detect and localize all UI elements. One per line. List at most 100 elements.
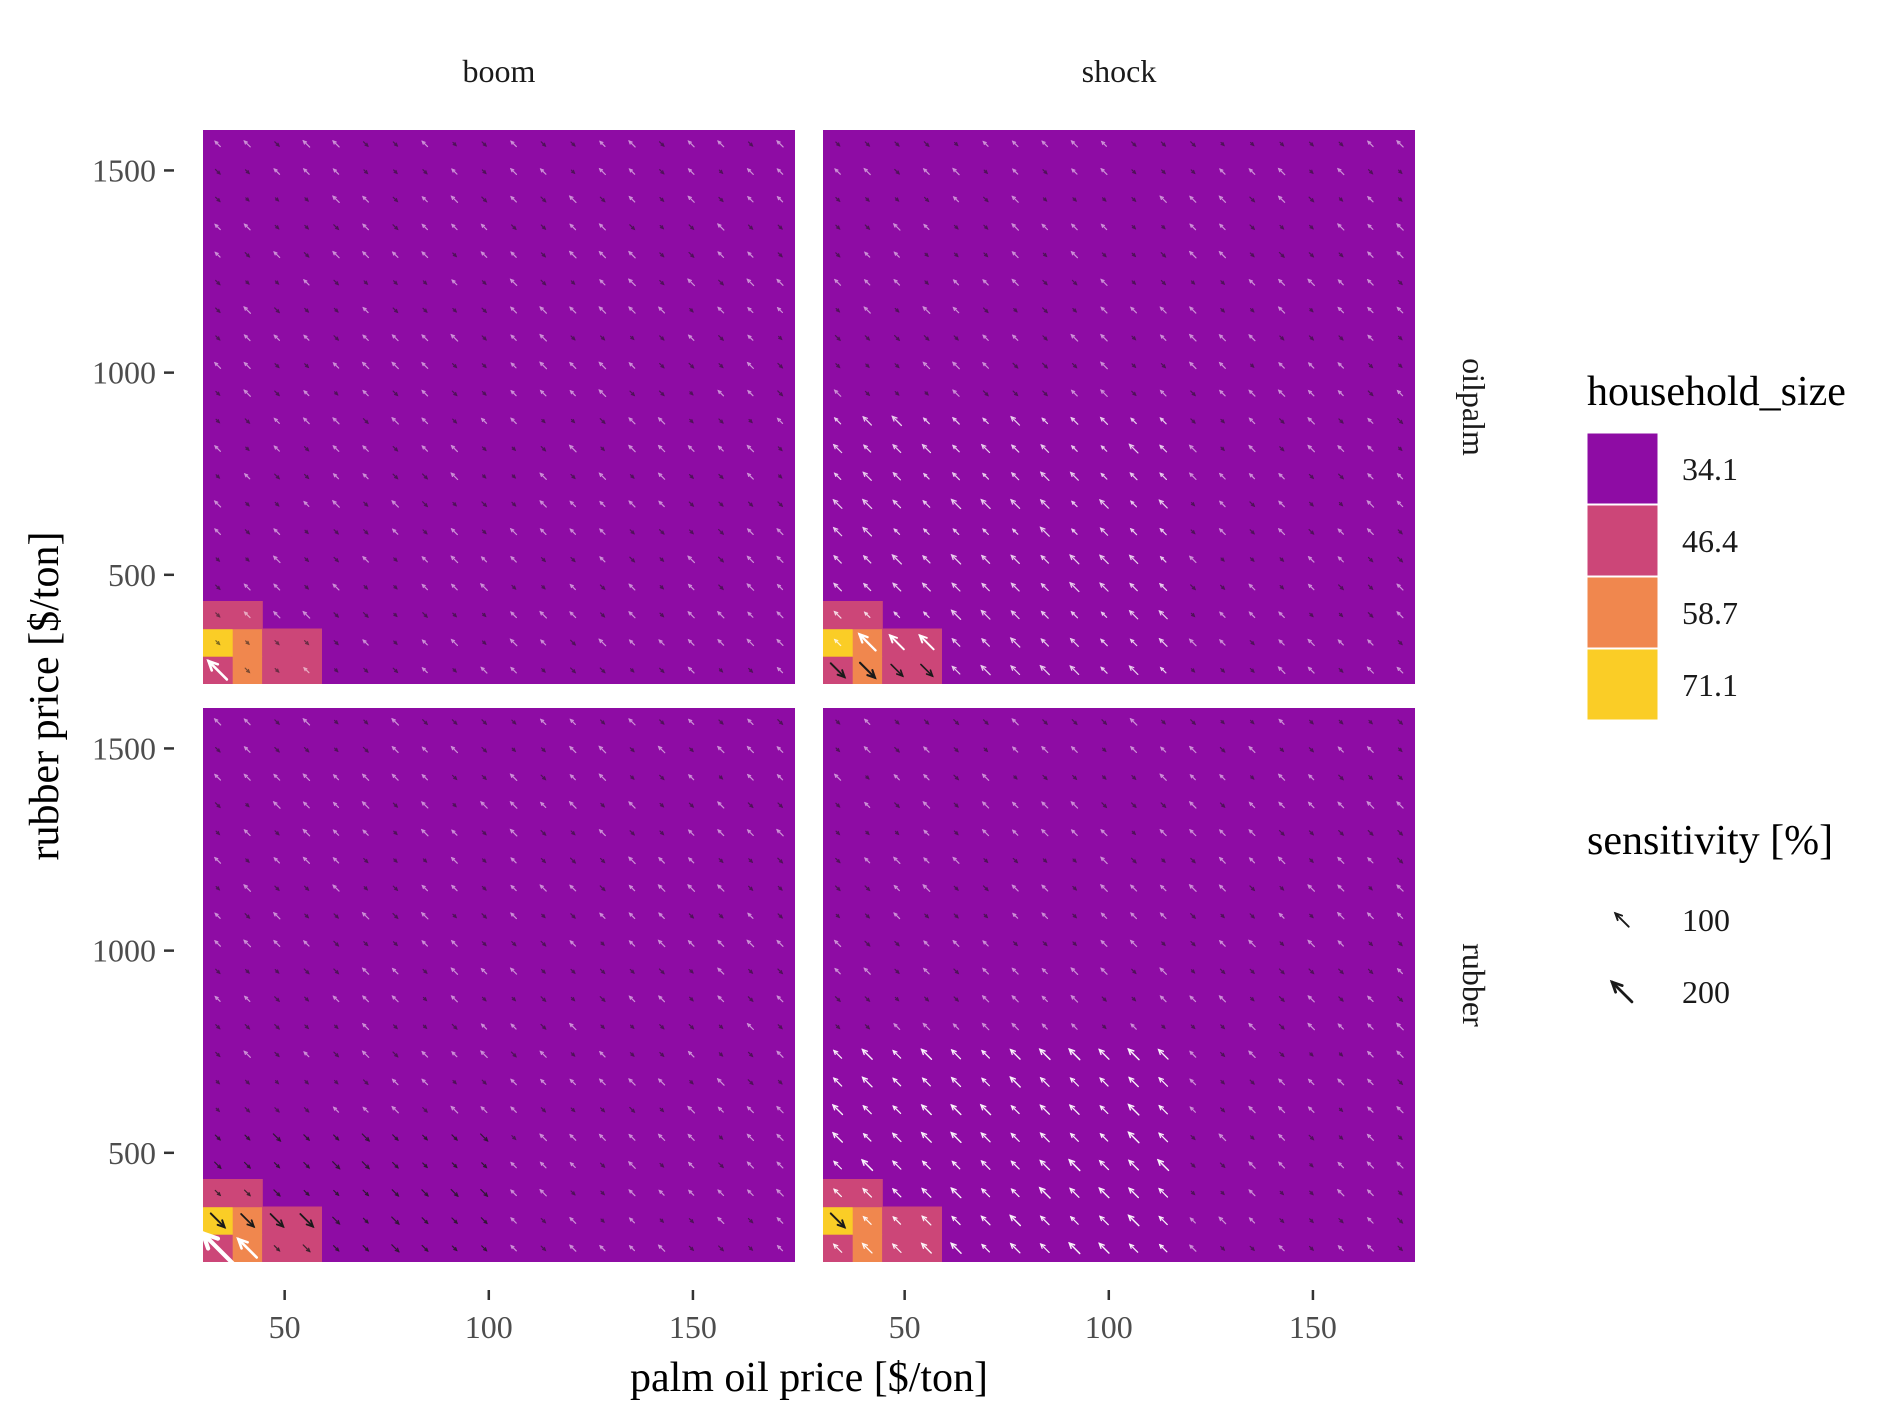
- field-arrow-boom-oilpalm-334-head: [690, 253, 695, 258]
- field-arrow-shock-rubber-249-head: [1190, 969, 1196, 974]
- x-axis-left-tick-label-0: 50: [269, 1309, 301, 1345]
- field-arrow-shock-oilpalm-71: [922, 167, 930, 175]
- field-arrow-shock-rubber-203-shaft: [1127, 1131, 1140, 1144]
- field-arrow-boom-rubber-54-head: [275, 720, 280, 725]
- field-arrow-shock-rubber-96-head: [954, 776, 960, 781]
- field-arrow-boom-rubber-143-head: [422, 996, 428, 1002]
- field-arrow-boom-oilpalm-307-shaft: [658, 445, 666, 453]
- field-arrow-boom-oilpalm-196: [481, 196, 488, 203]
- field-arrow-boom-oilpalm-384-head: [776, 527, 781, 533]
- field-arrow-shock-rubber-381-head: [1398, 1191, 1403, 1196]
- field-arrow-boom-rubber-89: [332, 829, 340, 836]
- field-arrow-shock-oilpalm-43-shaft: [892, 444, 902, 454]
- field-arrow-shock-rubber-329: [1308, 968, 1315, 975]
- field-arrow-shock-oilpalm-75: [950, 609, 962, 620]
- field-arrow-shock-rubber-53-shaft: [893, 856, 901, 865]
- field-arrow-shock-rubber-32-head: [866, 886, 871, 892]
- field-arrow-boom-oilpalm-358: [717, 140, 725, 148]
- field-arrow-boom-oilpalm-298-shaft: [628, 140, 636, 148]
- field-arrow-boom-rubber-142-head: [422, 1024, 428, 1030]
- field-arrow-shock-oilpalm-195: [1128, 609, 1139, 620]
- field-arrow-shock-rubber-43-head: [891, 1132, 898, 1139]
- field-arrow-boom-rubber-121-head: [394, 1053, 399, 1058]
- field-arrow-shock-rubber-266: [1220, 1051, 1226, 1058]
- field-arrow-shock-rubber-274: [1218, 829, 1226, 836]
- field-arrow-boom-oilpalm-70-head: [304, 363, 310, 369]
- field-arrow-boom-rubber-240: [569, 1078, 577, 1086]
- field-arrow-shock-oilpalm-7-shaft: [833, 444, 843, 454]
- field-arrow-boom-rubber-271-shaft: [598, 773, 607, 781]
- field-arrow-boom-oilpalm-107: [362, 445, 369, 452]
- field-arrow-boom-oilpalm-352-head: [717, 306, 722, 311]
- field-arrow-shock-oilpalm-240-shaft: [1189, 472, 1197, 480]
- field-arrow-shock-oilpalm-311-shaft: [1278, 167, 1286, 176]
- field-arrow-shock-rubber-22-shaft: [861, 1159, 874, 1172]
- field-arrow-shock-oilpalm-283-head: [1248, 389, 1253, 394]
- field-arrow-boom-rubber-72: [303, 747, 310, 753]
- field-arrow-shock-rubber-155: [1041, 801, 1049, 809]
- field-arrow-shock-rubber-94: [953, 830, 959, 836]
- field-arrow-boom-oilpalm-131: [391, 334, 399, 342]
- field-arrow-shock-oilpalm-320-head: [1309, 474, 1315, 480]
- field-arrow-boom-rubber-154: [451, 1245, 458, 1252]
- field-arrow-shock-rubber-19-head: [861, 1242, 869, 1249]
- field-arrow-boom-oilpalm-344-head: [719, 530, 725, 535]
- field-arrow-boom-rubber-77-shaft: [332, 1161, 341, 1170]
- field-arrow-shock-rubber-70-head: [923, 940, 928, 945]
- field-arrow-shock-rubber-130: [1012, 941, 1019, 947]
- field-arrow-boom-oilpalm-61-shaft: [302, 611, 311, 619]
- field-arrow-shock-rubber-155-head: [1041, 801, 1046, 806]
- field-arrow-shock-oilpalm-287-head: [1248, 278, 1253, 284]
- field-arrow-boom-oilpalm-3-head: [215, 557, 221, 562]
- field-arrow-shock-rubber-211: [1129, 912, 1138, 920]
- field-arrow-shock-oilpalm-230: [1159, 195, 1167, 203]
- field-arrow-boom-oilpalm-207-head: [511, 446, 517, 452]
- field-arrow-shock-oilpalm-108: [983, 252, 989, 258]
- field-arrow-boom-rubber-269-head: [598, 828, 604, 834]
- field-arrow-boom-oilpalm-391-head: [778, 335, 783, 341]
- field-arrow-boom-oilpalm-326-head: [689, 474, 695, 480]
- field-arrow-shock-oilpalm-65: [923, 335, 930, 341]
- field-arrow-shock-oilpalm-313-head: [1307, 666, 1312, 671]
- field-arrow-shock-rubber-190: [1100, 939, 1108, 947]
- field-arrow-boom-oilpalm-238-head: [541, 142, 547, 148]
- field-arrow-shock-rubber-395-shaft: [1396, 801, 1404, 809]
- field-arrow-shock-rubber-284-shaft: [1248, 1106, 1256, 1114]
- field-arrow-shock-oilpalm-201-shaft: [1128, 443, 1139, 454]
- field-arrow-boom-rubber-373-head: [747, 718, 752, 723]
- field-arrow-shock-oilpalm-4: [832, 526, 843, 537]
- field-arrow-boom-rubber-74: [332, 1245, 340, 1252]
- field-arrow-shock-rubber-223: [1158, 1132, 1169, 1143]
- field-arrow-shock-rubber-260: [1218, 1216, 1227, 1225]
- field-arrow-boom-oilpalm-231-head: [539, 333, 544, 339]
- field-arrow-boom-oilpalm-182: [479, 583, 488, 591]
- field-arrow-boom-rubber-83-head: [332, 995, 337, 1000]
- field-arrow-shock-oilpalm-248-shaft: [1189, 251, 1197, 259]
- field-arrow-shock-rubber-174-head: [1070, 829, 1076, 834]
- field-arrow-boom-rubber-137-head: [423, 1163, 429, 1169]
- field-arrow-boom-rubber-88: [332, 856, 340, 864]
- field-arrow-boom-rubber-346: [718, 913, 724, 919]
- field-arrow-shock-rubber-123-head: [1010, 1132, 1016, 1139]
- field-arrow-shock-oilpalm-219-head: [1158, 499, 1164, 505]
- field-arrow-shock-oilpalm-217-head: [1159, 555, 1165, 561]
- field-arrow-shock-oilpalm-245-head: [1188, 333, 1194, 339]
- field-arrow-shock-rubber-346: [1338, 1052, 1344, 1057]
- field-arrow-boom-oilpalm-354: [717, 251, 725, 258]
- field-arrow-boom-oilpalm-324: [688, 529, 695, 535]
- field-arrow-shock-oilpalm-277: [1249, 557, 1255, 563]
- field-arrow-boom-rubber-362-head: [746, 1022, 752, 1028]
- field-arrow-shock-oilpalm-160-shaft: [1070, 471, 1079, 481]
- field-arrow-shock-oilpalm-145: [1042, 335, 1048, 341]
- field-arrow-boom-oilpalm-363: [746, 555, 755, 564]
- field-arrow-shock-oilpalm-146-head: [1043, 308, 1049, 314]
- field-arrow-shock-oilpalm-88: [953, 252, 959, 258]
- field-arrow-shock-oilpalm-44: [891, 415, 903, 427]
- field-arrow-boom-rubber-307-shaft: [657, 884, 666, 892]
- field-arrow-shock-oilpalm-308-head: [1280, 253, 1285, 258]
- field-arrow-boom-oilpalm-154: [421, 251, 429, 259]
- field-arrow-boom-oilpalm-157-head: [423, 170, 428, 175]
- field-arrow-boom-rubber-379-shaft: [776, 1106, 784, 1114]
- field-arrow-shock-oilpalm-378: [1397, 529, 1403, 535]
- field-arrow-shock-oilpalm-156: [1069, 581, 1080, 593]
